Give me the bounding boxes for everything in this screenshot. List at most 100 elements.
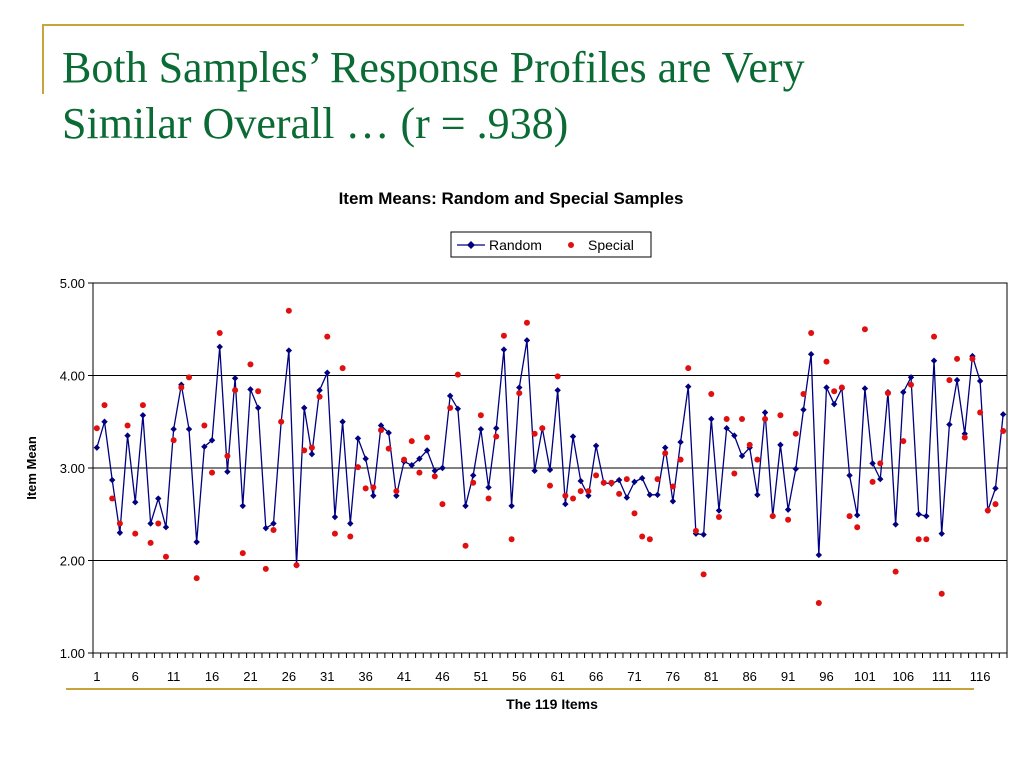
y-tick-label: 3.00	[60, 461, 85, 476]
special-point	[247, 361, 254, 368]
special-point	[915, 536, 922, 543]
legend-random-label: Random	[489, 237, 542, 253]
x-tick-label: 66	[589, 669, 603, 684]
random-point	[938, 530, 945, 537]
special-point	[731, 470, 738, 477]
x-tick-label: 16	[205, 669, 219, 684]
slide-title-line-2: Similar Overall … (r = .938)	[62, 99, 569, 148]
special-point	[815, 600, 822, 607]
special-point	[838, 384, 845, 391]
random-point	[723, 425, 730, 432]
special-point	[470, 479, 477, 486]
special-point	[585, 488, 592, 495]
random-point	[324, 369, 331, 376]
random-point	[285, 347, 293, 354]
special-point	[255, 388, 262, 395]
special-point	[723, 415, 730, 422]
x-tick-label: 101	[854, 669, 876, 684]
x-tick-label: 21	[243, 669, 257, 684]
special-point	[316, 393, 323, 400]
special-point	[923, 536, 930, 543]
special-point	[954, 355, 961, 362]
special-point	[808, 329, 815, 336]
special-point	[347, 533, 354, 540]
special-point	[93, 425, 100, 432]
random-point	[708, 415, 715, 423]
special-point	[462, 542, 469, 549]
random-point	[623, 494, 631, 501]
random-point	[923, 512, 930, 520]
special-point	[477, 412, 484, 419]
x-tick-label: 91	[781, 669, 795, 684]
special-point	[715, 514, 722, 521]
special-point	[485, 495, 492, 502]
random-point	[132, 499, 139, 506]
special-point	[570, 495, 577, 502]
special-point	[762, 415, 769, 422]
random-point	[385, 429, 392, 437]
random-point	[992, 485, 999, 492]
random-point	[953, 376, 961, 384]
random-point	[331, 513, 339, 521]
random-point	[861, 385, 869, 392]
special-point	[424, 434, 431, 441]
special-point	[239, 550, 246, 557]
special-point	[654, 476, 661, 483]
random-point	[477, 425, 485, 433]
random-point	[585, 492, 592, 499]
special-point	[562, 492, 569, 499]
special-point	[739, 415, 746, 422]
special-point	[324, 333, 331, 340]
slide-title-line-1: Both Samples’ Response Profiles are Very	[62, 43, 805, 92]
random-point	[869, 460, 876, 467]
random-point	[892, 521, 899, 528]
x-tick-label: 6	[132, 669, 139, 684]
random-point	[408, 462, 415, 469]
random-point	[109, 476, 116, 484]
random-point	[301, 404, 308, 412]
legend-special-label: Special	[588, 237, 634, 253]
random-point	[247, 386, 254, 393]
special-point	[362, 485, 369, 492]
special-point	[147, 539, 154, 546]
random-point	[170, 425, 177, 433]
special-point	[785, 516, 792, 523]
special-point	[884, 390, 891, 397]
special-point	[193, 575, 200, 582]
random-point	[485, 484, 492, 491]
special-point	[992, 501, 999, 508]
special-point	[209, 469, 216, 476]
random-point	[569, 433, 577, 440]
x-tick-label: 76	[666, 669, 680, 684]
random-point	[638, 474, 646, 482]
special-point	[869, 478, 876, 485]
random-point	[761, 409, 769, 416]
random-point	[516, 384, 523, 391]
random-series-line	[96, 340, 1004, 566]
random-point	[139, 412, 147, 419]
special-point	[201, 422, 208, 429]
random-point	[900, 388, 907, 396]
legend-box	[450, 231, 652, 258]
random-point	[738, 452, 746, 460]
random-point	[185, 425, 193, 433]
special-point	[523, 319, 530, 326]
random-point	[546, 466, 554, 474]
special-point	[109, 495, 116, 502]
random-point	[815, 551, 823, 559]
special-point	[416, 469, 423, 476]
x-tick-label: 41	[397, 669, 411, 684]
special-point	[447, 404, 454, 411]
random-point	[147, 520, 154, 527]
random-point	[646, 491, 654, 499]
special-point	[692, 527, 699, 534]
x-tick-label: 1	[93, 669, 100, 684]
special-point	[623, 476, 630, 483]
random-point	[961, 430, 968, 437]
random-point	[877, 475, 884, 483]
series-random	[93, 337, 1007, 569]
random-point	[469, 472, 477, 479]
random-point	[700, 531, 707, 538]
special-point	[977, 409, 984, 416]
random-point	[562, 500, 569, 508]
